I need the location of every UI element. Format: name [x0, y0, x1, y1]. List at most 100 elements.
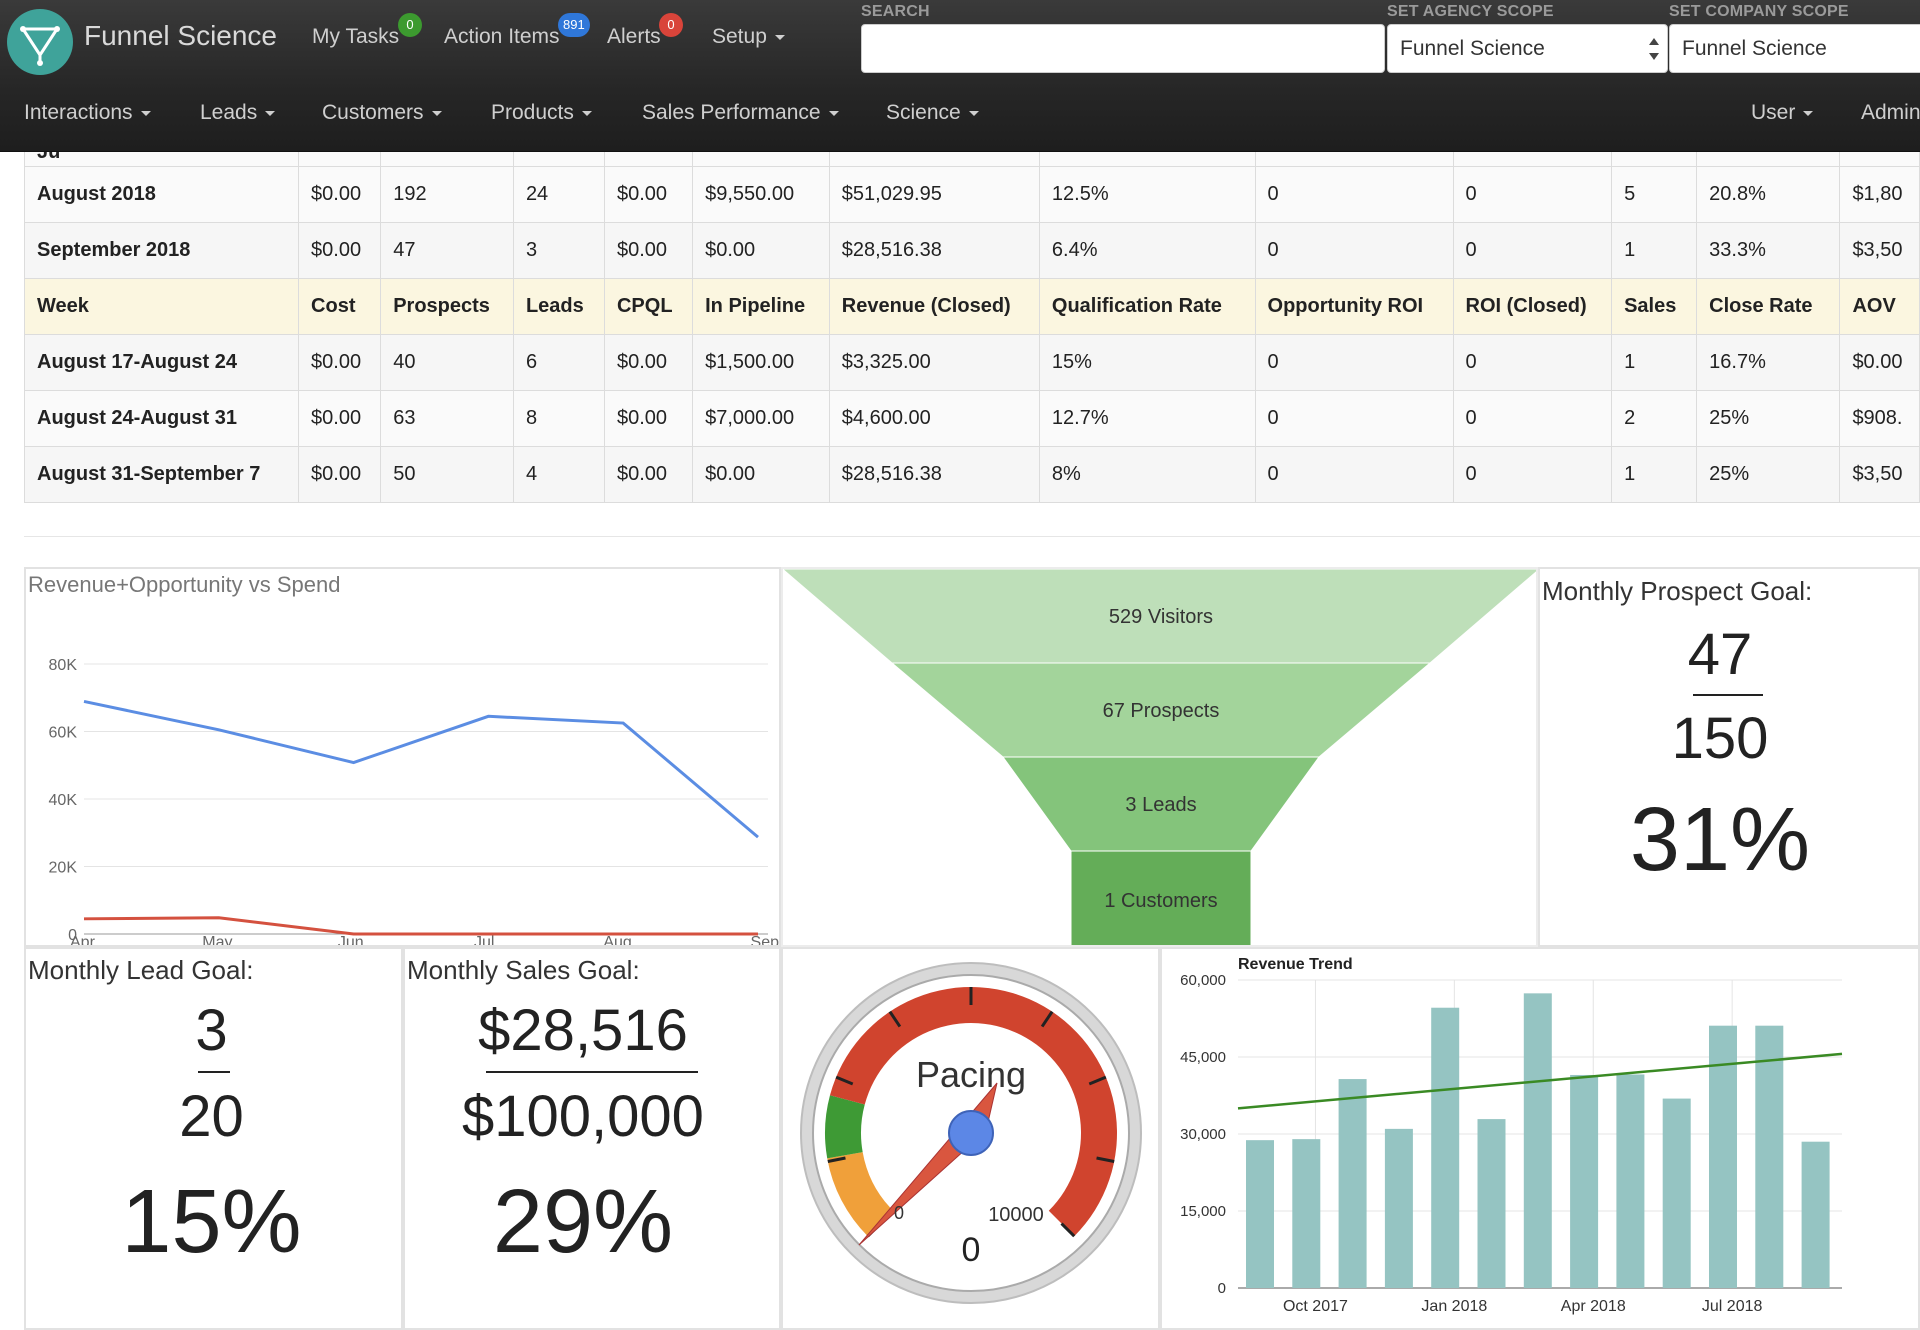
search-input[interactable]	[861, 24, 1385, 73]
nav-customers[interactable]: Customers	[322, 101, 442, 125]
lead-goal-actual: 3	[195, 998, 228, 1063]
funnel-stage-label: 1 Customers	[1104, 890, 1217, 912]
x-tick-label: Jan 2018	[1421, 1298, 1487, 1315]
nav-interactions[interactable]: Interactions	[24, 101, 151, 125]
nav-alerts[interactable]: Alerts 0	[607, 13, 683, 49]
nav-leads[interactable]: Leads	[200, 101, 276, 125]
table-cell: $4,600.00	[828, 390, 1040, 447]
table-cell	[1452, 152, 1613, 167]
series-line	[83, 916, 758, 936]
y-tick-label: 0	[68, 927, 77, 944]
table-cell	[298, 152, 382, 167]
table-cell: $9,550.00	[692, 166, 830, 223]
my-tasks-label: My Tasks	[312, 25, 400, 48]
table-cell	[603, 152, 694, 167]
table-cell: Prospects	[380, 278, 514, 335]
nav-my-tasks[interactable]: My Tasks 0	[312, 13, 422, 49]
table-row: August 31-September 7 $0.00 50 4 $0.00 $0.00 $…	[24, 446, 1920, 503]
chevron-down-icon	[774, 34, 785, 40]
fraction-divider	[1693, 694, 1763, 696]
table-cell: ROI (Closed)	[1452, 278, 1613, 335]
table-cell: 25%	[1696, 390, 1841, 447]
nav-setup-dropdown[interactable]: Setup	[712, 25, 785, 49]
table-cell: $0.00	[603, 222, 694, 279]
gauge-max-label: 10000	[988, 1204, 1044, 1226]
table-cell: Opportunity ROI	[1254, 278, 1454, 335]
table-cell	[1038, 152, 1256, 167]
chevron-down-icon	[1803, 110, 1814, 116]
leads-label: Leads	[200, 101, 258, 124]
table-cell: 0	[1452, 390, 1613, 447]
y-tick-label: 20K	[49, 860, 78, 877]
row-label-cell: August 17-August 24	[24, 334, 300, 391]
pacing-gauge-panel: Pacing 0 10000 0	[781, 947, 1160, 1330]
performance-table: Ju August 2018 $0.00 192 24 $0.00 $9,550.00 $51…	[24, 152, 1920, 503]
table-cell: 6	[512, 334, 605, 391]
line-chart-title: Revenue+Opportunity vs Spend	[28, 572, 341, 597]
company-scope-select[interactable]: Funnel Science	[1669, 24, 1920, 73]
sales-goal-target: $100,000	[462, 1084, 704, 1149]
gauge-tick	[1096, 1156, 1115, 1163]
nav-admin[interactable]: Admin	[1861, 101, 1920, 125]
nav-action-items[interactable]: Action Items 891	[444, 13, 590, 49]
x-tick-label: Apr 2018	[1561, 1298, 1626, 1315]
revenue-bar	[1338, 1079, 1367, 1288]
table-cell	[1839, 152, 1920, 167]
brand-name[interactable]: Funnel Science	[84, 20, 278, 51]
agency-scope-select[interactable]: Funnel Science	[1387, 24, 1668, 73]
chevron-down-icon	[265, 110, 276, 116]
table-cell	[380, 152, 514, 167]
table-cell: 50	[380, 446, 514, 503]
y-tick-label: 80K	[49, 657, 78, 674]
x-tick-label: May	[202, 934, 232, 947]
my-tasks-badge: 0	[398, 13, 422, 37]
setup-label: Setup	[712, 25, 767, 48]
table-cell: $0.00	[603, 390, 694, 447]
funnel-stage-label: 529 Visitors	[1109, 606, 1213, 628]
table-cell: 5	[1611, 166, 1698, 223]
table-cell	[692, 152, 830, 167]
search-label: SEARCH	[861, 3, 930, 20]
revenue-trend-chart: Revenue Trend 0 15,000 30,000 45,000 60,000 O…	[1180, 956, 1843, 1315]
funnel-stage-label: 3 Leads	[1125, 794, 1196, 816]
revenue-bar	[1570, 1074, 1599, 1288]
table-cell: $28,516.38	[828, 222, 1040, 279]
y-tick-label: 40K	[49, 792, 78, 809]
table-cell: Sales	[1611, 278, 1698, 335]
table-cell: $0.00	[298, 446, 382, 503]
table-cell: 3	[512, 222, 605, 279]
gauge-tick	[1040, 1010, 1054, 1028]
table-cell	[1611, 152, 1698, 167]
table-row: September 2018 $0.00 47 3 $0.00 $0.00 $28,516.…	[24, 222, 1920, 279]
nav-products[interactable]: Products	[491, 101, 592, 125]
x-tick-label: Jul	[474, 934, 494, 947]
table-cell: $3,325.00	[828, 334, 1040, 391]
funnel-science-logo-icon[interactable]	[7, 9, 73, 75]
x-tick-label: Jun	[338, 934, 364, 947]
row-label-cell: August 24-August 31	[24, 390, 300, 447]
row-label-cell: August 31-September 7	[24, 446, 300, 503]
sales-goal-percent: 29%	[492, 1172, 674, 1272]
table-cell: 0	[1254, 222, 1454, 279]
table-cell: 2	[1611, 390, 1698, 447]
table-cell: $0.00	[603, 166, 694, 223]
table-cell: 8	[512, 390, 605, 447]
revenue-vs-spend-panel: Revenue+Opportunity vs Spend 0 20K 40K 60K 8…	[24, 567, 781, 947]
prospect-goal-actual: 47	[1687, 622, 1753, 687]
gauge-min-label: 0	[894, 1203, 904, 1223]
table-cell: 1	[1611, 446, 1698, 503]
y-tick-label: 60K	[49, 725, 78, 742]
y-tick-label: 30,000	[1180, 1126, 1226, 1143]
gauge-tick	[827, 1156, 846, 1163]
x-tick-label: Sep	[751, 934, 780, 947]
table-cell: Close Rate	[1696, 278, 1841, 335]
table-cell	[1696, 152, 1841, 167]
table-cell: 12.5%	[1038, 166, 1256, 223]
nav-science[interactable]: Science	[886, 101, 979, 125]
chevron-down-icon	[431, 110, 442, 116]
nav-user[interactable]: User	[1751, 101, 1814, 125]
nav-sales-performance[interactable]: Sales Performance	[642, 101, 839, 125]
table-cell: $0.00	[692, 446, 830, 503]
table-cell: 0	[1254, 390, 1454, 447]
sales-goal-panel: Monthly Sales Goal: $28,516 $100,000 29%	[403, 947, 781, 1330]
